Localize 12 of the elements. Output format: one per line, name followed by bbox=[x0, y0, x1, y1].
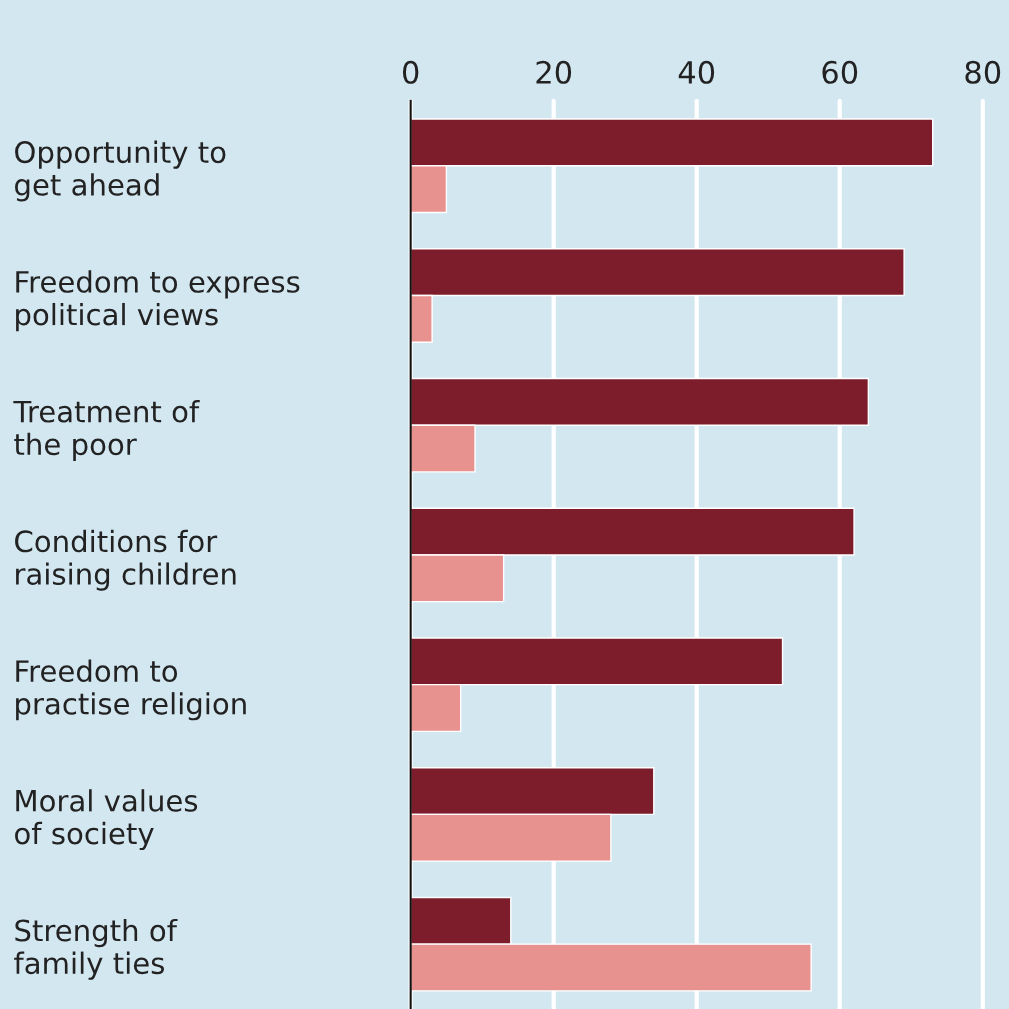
y-tick-label: Moral values of society bbox=[15, 789, 198, 851]
y-tick-label: Opportunity to get ahead bbox=[15, 140, 226, 202]
x-tick-label: 0 bbox=[402, 60, 419, 84]
x-tick-label: 60 bbox=[822, 60, 858, 84]
y-tick-label: Treatment of the poor bbox=[13, 400, 200, 461]
x-tick-label: 40 bbox=[678, 60, 715, 84]
x-tick-label: 80 bbox=[965, 60, 1001, 84]
x-tick-label: 20 bbox=[536, 60, 572, 84]
y-tick-label: Strength of family ties bbox=[14, 918, 178, 980]
y-tick-label: Freedom to express political views bbox=[16, 270, 300, 332]
y-tick-label: Freedom to practise religion bbox=[16, 659, 246, 721]
y-tick-label: Conditions for raising children bbox=[15, 529, 236, 591]
